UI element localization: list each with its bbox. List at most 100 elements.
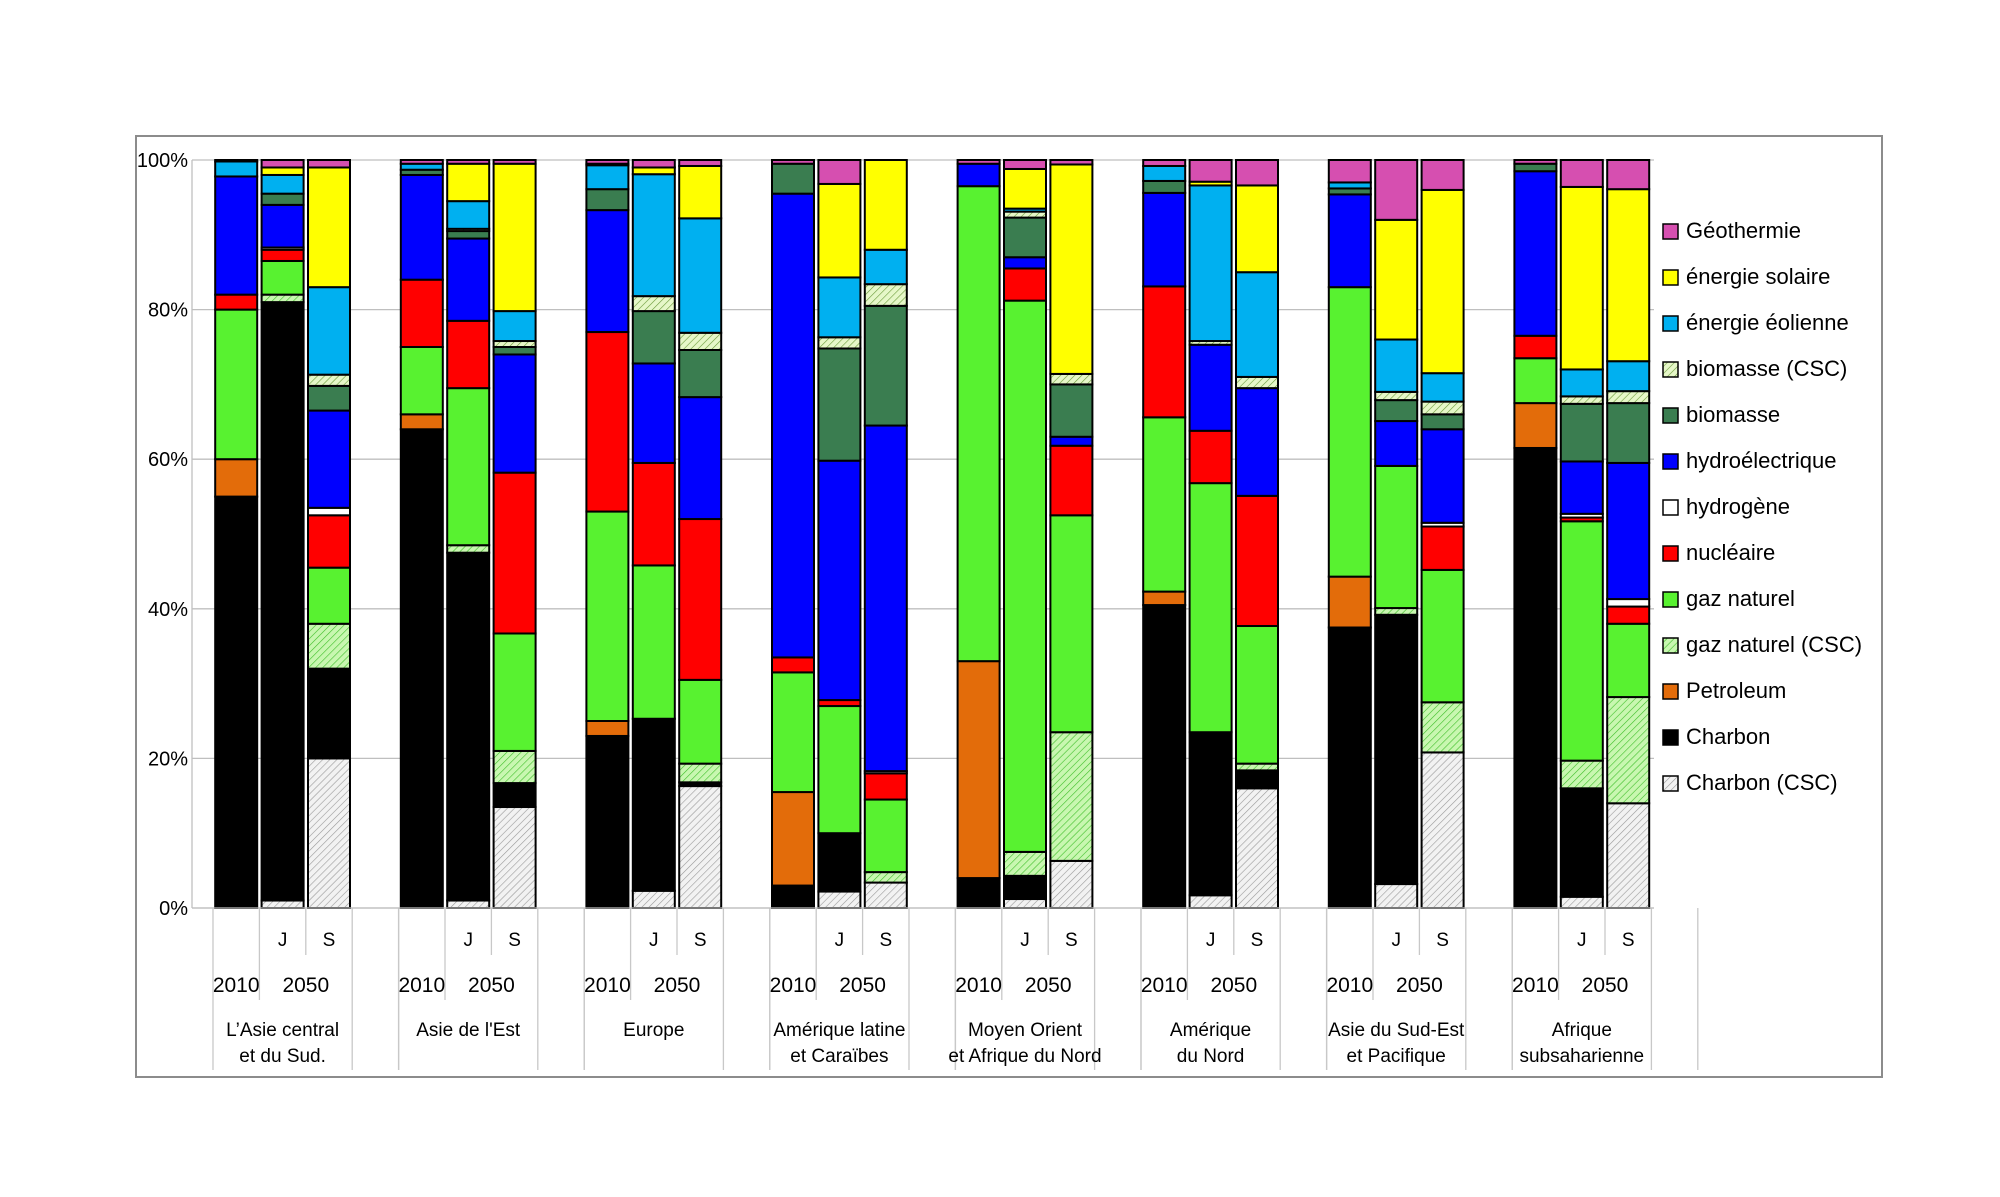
legend-label: énergie éolienne [1686, 310, 1849, 335]
stacked-bar [817, 159, 862, 910]
year-label: 2050 [839, 974, 886, 997]
stacked-bar [1513, 159, 1558, 909]
bar-group [1327, 159, 1465, 910]
bar-segment [863, 283, 908, 307]
bar-segment [1003, 159, 1047, 170]
year-label: 2010 [1512, 974, 1559, 997]
stacked-bar [678, 159, 723, 909]
legend-swatch [1662, 223, 1679, 240]
legend-item: biomasse (CSC) [1662, 356, 1847, 381]
bar-segment [631, 362, 676, 464]
bar-segment [260, 899, 305, 910]
bar-segment [307, 667, 351, 760]
bar-segment [1327, 626, 1372, 909]
scenario-label: J [1206, 930, 1216, 951]
stacked-bar [260, 159, 305, 910]
stacked-bar [1142, 159, 1187, 909]
bar-segment [1003, 216, 1047, 259]
bar-segment [1559, 402, 1604, 463]
bar-segment [1235, 769, 1279, 790]
bar-segment [1559, 759, 1604, 790]
bar-segment [1606, 696, 1651, 805]
bar-group [399, 159, 537, 910]
legend-item: Charbon (CSC) [1662, 770, 1838, 795]
bar-segment [446, 319, 491, 390]
bar-segment [817, 276, 862, 339]
y-tick-label: 80% [148, 300, 188, 322]
bar-segment [1559, 787, 1604, 898]
region-label: et Caraïbes [790, 1046, 888, 1067]
bar-segment [1374, 159, 1419, 221]
bar-segment [492, 310, 537, 343]
stacked-bar [492, 159, 537, 910]
bar-segment [260, 159, 305, 169]
bar-segment [631, 159, 676, 169]
bar-segment [585, 188, 630, 212]
bar-segment [1513, 402, 1558, 449]
bar-group [771, 159, 908, 910]
bar-segment [863, 304, 908, 427]
stacked-bar [1606, 159, 1651, 910]
bar-segment [1235, 375, 1279, 390]
bar-segment [585, 331, 630, 513]
bar-segment [863, 881, 908, 909]
bar-segment [260, 293, 305, 304]
bar-segment [1420, 701, 1465, 754]
bar-segment [956, 159, 1001, 165]
bar-segment [399, 413, 444, 431]
region-label: subsaharienne [1519, 1046, 1644, 1067]
year-label: 2050 [1210, 974, 1257, 997]
bar-segment [956, 660, 1001, 880]
bar-segment [1374, 883, 1419, 910]
bar-segment [631, 173, 676, 298]
bar-segment [1142, 159, 1187, 167]
legend-item: Charbon [1662, 724, 1770, 749]
bar-group [585, 159, 723, 910]
bar-segment [446, 230, 491, 240]
legend-swatch [1662, 407, 1679, 424]
bar-segment [631, 295, 676, 313]
scenario-label: J [463, 930, 473, 951]
bar-segment [1142, 179, 1187, 194]
bar-segment [1235, 271, 1279, 378]
scenario-label: J [649, 930, 659, 951]
legend-item: énergie solaire [1662, 264, 1830, 289]
bar-segment [585, 510, 630, 722]
x-axis: J S 2010 2050 L’Asie central et du Sud. J S 2010… [192, 907, 1699, 1070]
scenario-label: S [879, 930, 892, 951]
y-tick-label: 20% [148, 748, 188, 770]
bar-segment [446, 551, 491, 902]
year-label: 2050 [1396, 974, 1443, 997]
stacked-bar [1374, 159, 1419, 910]
bar-segment [1374, 338, 1419, 393]
bar-segment [1235, 159, 1279, 187]
legend-label: Charbon (CSC) [1686, 770, 1838, 795]
stacked-bar [863, 159, 908, 909]
bar-segment [863, 772, 908, 801]
bar-segment [446, 544, 491, 554]
stacked-bar [585, 159, 630, 910]
bar-segment [307, 373, 351, 387]
bar-segment [1420, 159, 1465, 191]
bar-segment [1188, 343, 1233, 432]
bar-segment [492, 806, 537, 910]
region-label: du Nord [1177, 1046, 1245, 1067]
legend-item: Géothermie [1662, 218, 1801, 243]
bar-segment [1188, 731, 1233, 897]
bar-segment [956, 185, 1001, 663]
bar-segment [1559, 520, 1604, 762]
region-label: et Afrique du Nord [948, 1046, 1101, 1067]
scenario-label: S [1622, 930, 1635, 951]
bar-segment [1049, 444, 1094, 517]
bar-segment [1606, 390, 1651, 405]
bar-segment [1327, 159, 1372, 184]
bar-segment [399, 428, 444, 909]
bar-segment [492, 471, 537, 635]
bar-segment [1374, 607, 1419, 616]
bar-segment [678, 331, 723, 351]
bar-segment [399, 278, 444, 348]
year-label: 2010 [1141, 974, 1188, 997]
bar-segment [446, 200, 491, 230]
scenario-label: S [323, 930, 336, 951]
bar-segment [492, 346, 537, 356]
